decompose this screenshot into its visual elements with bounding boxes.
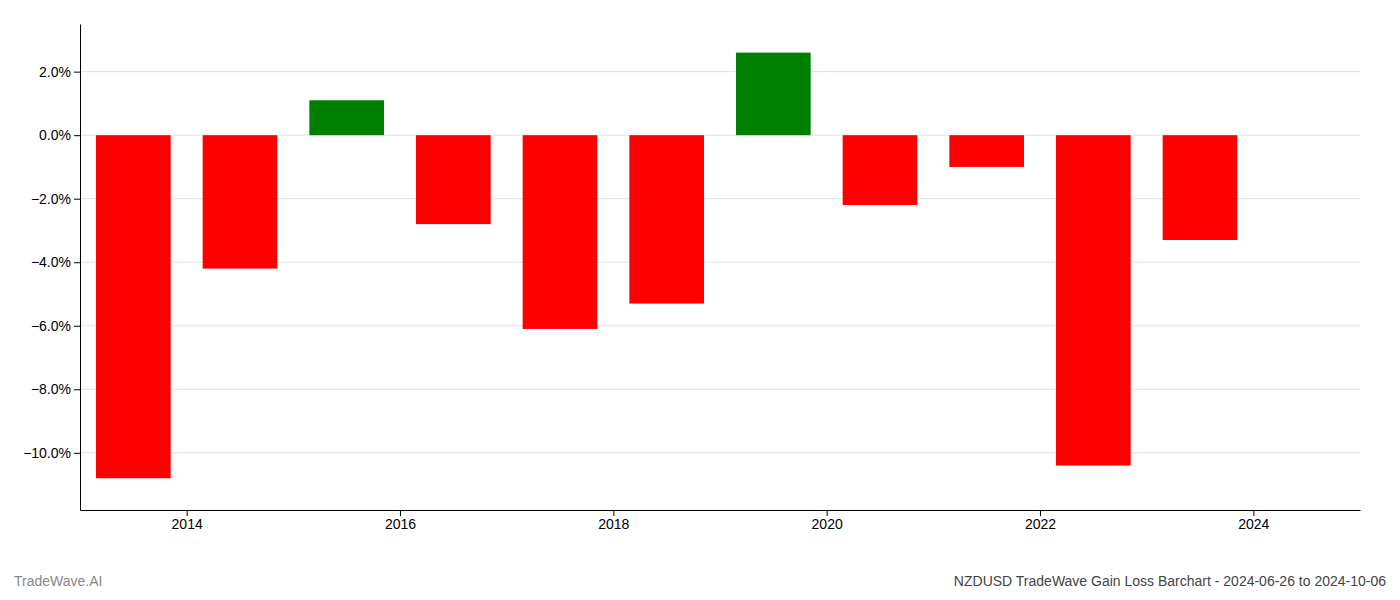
bar [523,135,598,329]
y-tick: 0.0% [39,127,80,143]
x-tick: 2014 [172,510,203,532]
y-tick: −2.0% [31,191,80,207]
y-tick-mark [74,453,80,454]
title: NZDUSD TradeWave Gain Loss Barchart - 20… [954,573,1386,589]
chart: 2014 2016 2018 2020 2022 2024 −10.0% −8.0% −6.0%… [0,0,1400,600]
y-tick-label: −8.0% [31,381,71,397]
y-tick-label: −6.0% [31,318,71,334]
x-axis-line [81,510,1361,511]
y-tick-mark [74,72,80,73]
grid-line [80,325,1360,326]
watermark: TradeWave.AI [14,573,102,589]
bar [203,135,278,268]
x-tick-label: 2014 [172,516,203,532]
x-tick-label: 2022 [1025,516,1056,532]
x-tick: 2016 [385,510,416,532]
x-tick: 2018 [598,510,629,532]
y-tick: −10.0% [23,445,80,461]
y-axis-line [80,25,81,511]
x-tick: 2022 [1025,510,1056,532]
x-tick-label: 2016 [385,516,416,532]
y-tick-mark [74,262,80,263]
plot: 2014 2016 2018 2020 2022 2024 −10.0% −8.0% −6.0%… [23,25,1360,532]
y-tick-label: 2.0% [39,64,71,80]
y-tick-mark [74,326,80,327]
y-axis: −10.0% −8.0% −6.0% −4.0% −2.0% 0.0% 2.0% [23,25,80,511]
grid [80,72,1360,453]
y-tick-label: 0.0% [39,127,71,143]
y-tick-mark [74,199,80,200]
grid-line [80,389,1360,390]
y-tick: 2.0% [39,64,80,80]
bar [949,135,1024,167]
grid-line [80,452,1360,453]
x-tick: 2020 [812,510,843,532]
y-tick-mark [74,135,80,136]
y-tick: −8.0% [31,381,80,397]
x-tick-label: 2024 [1238,516,1269,532]
bar [416,135,491,224]
y-tick-label: −2.0% [31,191,71,207]
bar [1056,135,1131,465]
y-tick: −6.0% [31,318,80,334]
bar [629,135,704,303]
y-tick-label: −4.0% [31,254,71,270]
grid-line [80,71,1360,72]
x-tick-label: 2020 [812,516,843,532]
bar [1163,135,1238,240]
x-tick: 2024 [1238,510,1269,532]
bars [96,53,1237,479]
y-tick: −4.0% [31,254,80,270]
bar [96,135,171,478]
x-tick-label: 2018 [598,516,629,532]
bar [309,100,384,135]
y-tick-mark [74,389,80,390]
bar [736,53,811,136]
bar [843,135,918,205]
x-axis: 2014 2016 2018 2020 2022 2024 [81,510,1361,532]
y-tick-label: −10.0% [23,445,71,461]
